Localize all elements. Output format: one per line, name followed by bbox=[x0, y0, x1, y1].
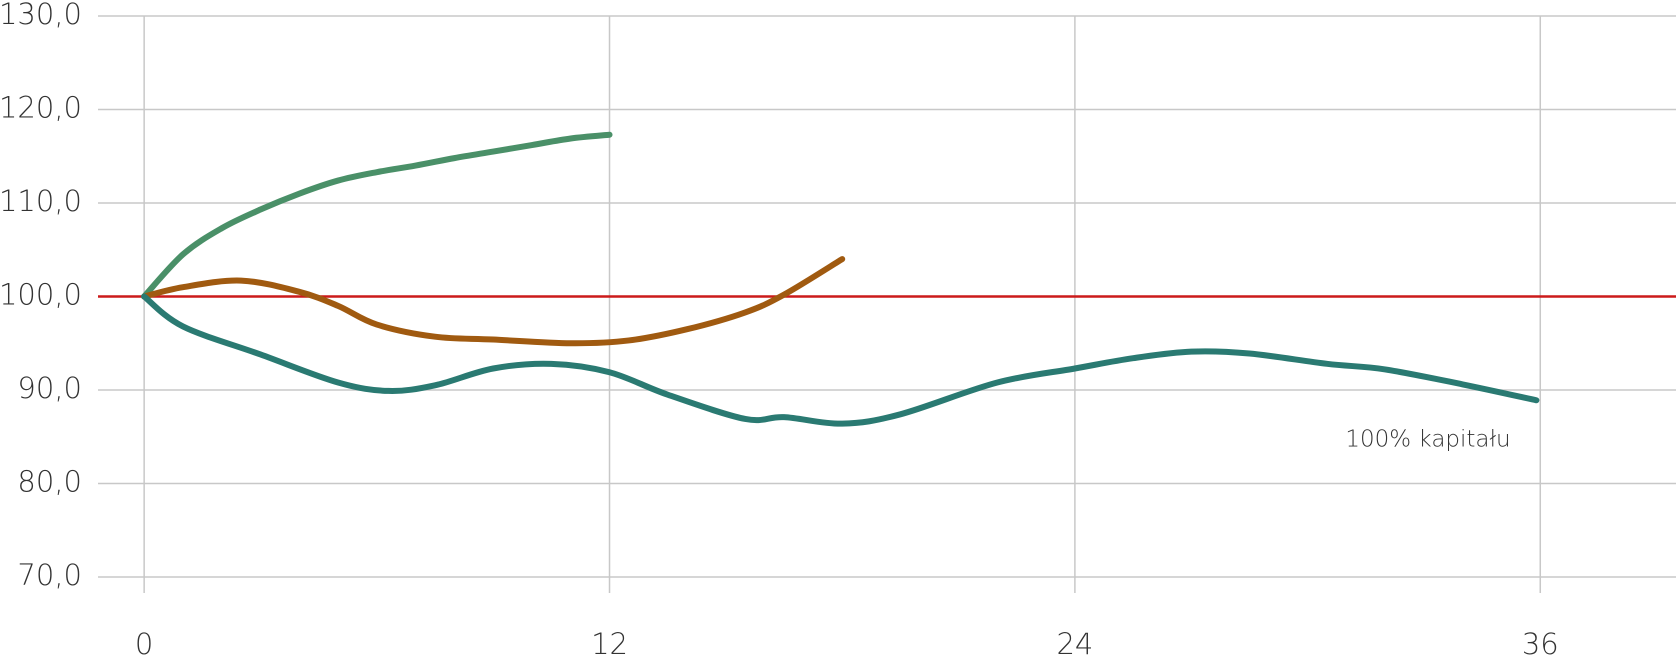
annotation: 100% kapitału bbox=[1345, 427, 1510, 453]
y-tick-label: 80,0 bbox=[17, 465, 82, 499]
x-tick-label: 24 bbox=[1056, 627, 1093, 659]
y-tick-label: 110,0 bbox=[0, 184, 82, 218]
y-tick-label: 130,0 bbox=[0, 0, 82, 31]
y-tick-label: 90,0 bbox=[17, 371, 82, 405]
x-tick-label: 36 bbox=[1522, 627, 1559, 659]
y-tick-label: 100,0 bbox=[0, 278, 82, 312]
line-series bbox=[141, 293, 1540, 427]
line-series bbox=[141, 256, 846, 347]
x-tick-label: 12 bbox=[591, 627, 628, 659]
line-series bbox=[141, 131, 613, 300]
x-tick-label: 0 bbox=[135, 627, 153, 659]
y-tick-label: 70,0 bbox=[17, 558, 82, 592]
y-tick-label: 120,0 bbox=[0, 91, 82, 125]
